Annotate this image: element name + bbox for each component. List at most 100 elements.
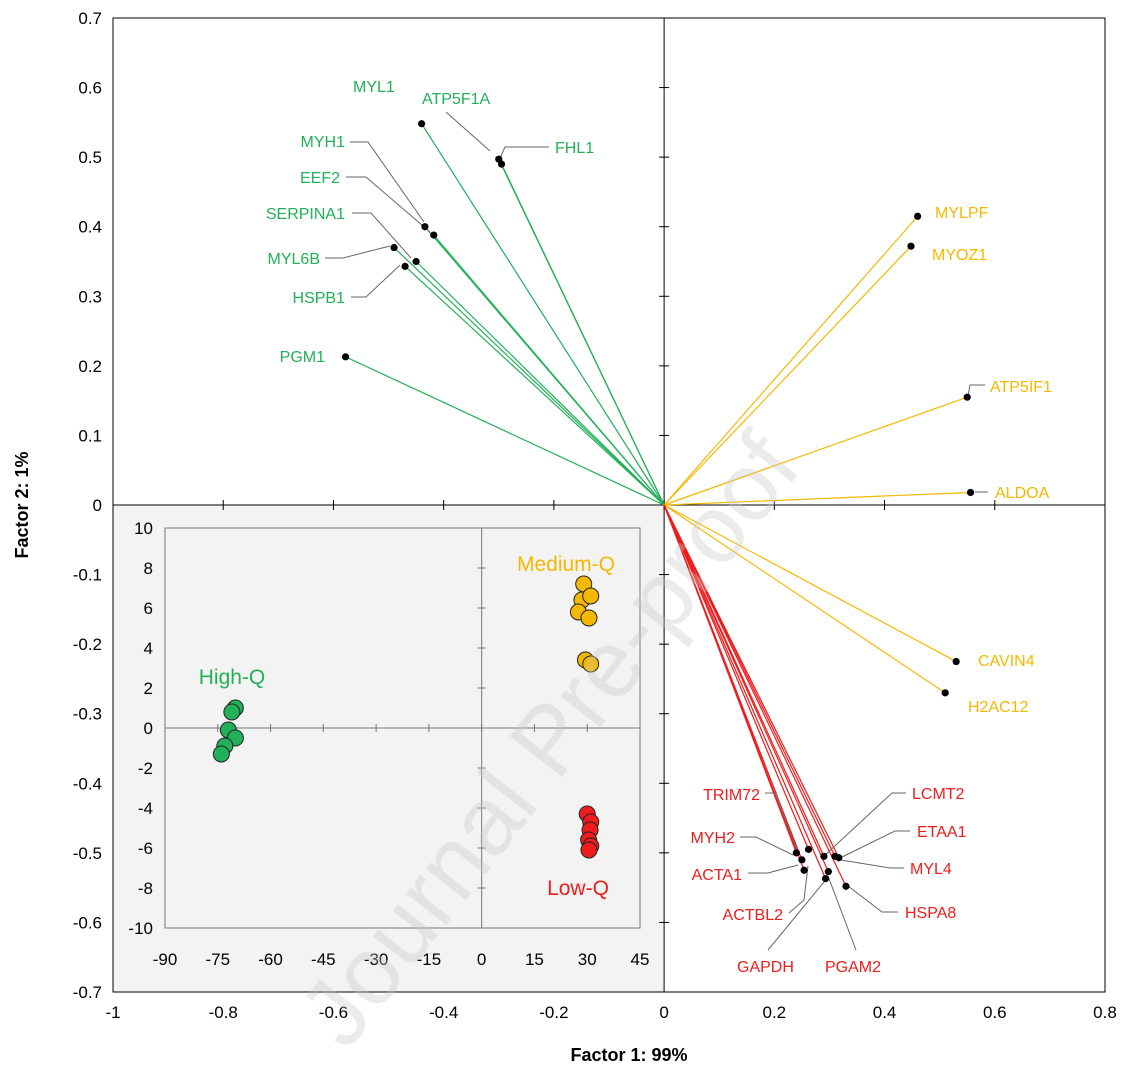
loading-vector-atp5if1 — [663, 396, 968, 506]
loading-vector-hspa8 — [663, 504, 847, 887]
leader-line-eef2 — [346, 176, 431, 233]
main-x-tick-label: 0.4 — [873, 1003, 897, 1022]
inset-y-tick-label: -4 — [138, 799, 153, 818]
loading-point-mylpf — [914, 212, 922, 220]
gene-label-myh1: MYH1 — [301, 134, 346, 151]
inset-group-label-low-q: Low-Q — [547, 877, 609, 900]
inset-y-tick-label: 8 — [144, 559, 153, 578]
inset-x-tick-label: -75 — [205, 950, 230, 969]
main-y-tick-label: 0.2 — [78, 357, 102, 376]
leader-line-gapdh — [767, 881, 825, 951]
main-y-tick-label: 0 — [93, 496, 102, 515]
loading-vector-cavin4 — [663, 504, 957, 663]
loading-point-myh1 — [421, 223, 429, 231]
main-axes — [112, 17, 1106, 993]
inset-y-tick-label: -10 — [128, 919, 153, 938]
gene-label-fhl1: FHL1 — [555, 140, 594, 157]
loading-point-myh2 — [798, 856, 806, 864]
leader-line-acta1 — [748, 864, 799, 874]
inset-y-tick-label: 10 — [134, 519, 153, 538]
leader-line-myh2 — [740, 836, 794, 856]
loading-point-aldoa — [966, 488, 975, 497]
gene-label-myh2: MYH2 — [691, 830, 736, 847]
leader-line-myh1 — [350, 141, 425, 223]
gene-label-h2ac12: H2AC12 — [968, 699, 1029, 716]
inset-axes — [164, 527, 641, 929]
loading-point-myl1 — [418, 120, 426, 128]
gene-label-acta1: ACTA1 — [692, 867, 742, 884]
inset-y-tick-label: 4 — [144, 639, 153, 658]
leader-line-pgam2 — [827, 875, 857, 951]
gene-label-trim72: TRIM72 — [703, 787, 760, 804]
loading-vector-actbl2 — [663, 504, 810, 850]
main-y-tick-label: -0.7 — [73, 983, 102, 1002]
loading-vector-gapdh — [663, 504, 827, 879]
gene-label-aldoa: ALDOA — [995, 485, 1050, 502]
gene-label-actbl2: ACTBL2 — [723, 907, 784, 924]
loading-point-fhl1 — [497, 160, 506, 168]
inset-x-tick-label: 45 — [631, 950, 650, 969]
loading-vector-aldoa — [664, 491, 971, 506]
leader-line-atp5if1 — [967, 384, 985, 397]
gene-label-mylpf: MYLPF — [935, 205, 989, 222]
inset-x-tick-label: -45 — [311, 950, 336, 969]
main-y-tick-label: 0.5 — [78, 148, 102, 167]
loading-point-pgm1 — [341, 353, 350, 361]
loading-point-myl6b — [390, 243, 398, 252]
gene-label-cavin4: CAVIN4 — [978, 653, 1035, 670]
main-x-tick-label: -0.4 — [429, 1003, 458, 1022]
leader-line-lcmt2 — [823, 792, 906, 857]
loading-vector-pgm1 — [345, 356, 665, 506]
inset-y-tick-label: -8 — [138, 879, 153, 898]
inset-y-tick-label: -2 — [138, 759, 153, 778]
inset-y-tick-label: 2 — [144, 679, 153, 698]
gene-label-atp5if1: ATP5IF1 — [990, 379, 1052, 396]
loading-vector-myoz1 — [663, 245, 912, 506]
main-y-tick-label: -0.1 — [73, 566, 102, 585]
gene-label-lcmt2: LCMT2 — [912, 786, 965, 803]
gene-labels: MYL1 ATP5F1A FHL1 MYH1 EEF2 SERPINA1 MYL6B HSPB… — [266, 79, 1052, 976]
main-x-tick-label: -0.8 — [209, 1003, 238, 1022]
leader-line-myl6b — [325, 245, 391, 259]
inset-x-tick-label: 15 — [525, 950, 544, 969]
main-tick-labels: -1 -0.8 -0.6 -0.4 -0.2 0 0.2 0.4 0.6 0.8 0.7 0.6 0.5… — [73, 9, 1117, 1022]
loading-vector-hspb1 — [404, 265, 665, 506]
loading-vector-myl4 — [663, 504, 840, 858]
main-y-tick-label: -0.4 — [73, 774, 102, 793]
gene-label-myoz1: MYOZ1 — [932, 247, 987, 264]
loading-vector-myl6b — [393, 247, 665, 506]
loading-point-myoz1 — [907, 242, 915, 250]
inset-x-tick-label: -60 — [258, 950, 283, 969]
main-y-tick-label: -0.2 — [73, 635, 102, 654]
main-y-tick-label: 0.4 — [78, 218, 102, 237]
inset-point-high-q-1 — [223, 703, 241, 721]
loading-point-actbl2 — [804, 845, 813, 853]
main-x-tick-label: -0.2 — [539, 1003, 568, 1022]
main-y-tick-label: 0.3 — [78, 287, 102, 306]
main-y-tick-label: 0.1 — [78, 426, 102, 445]
loading-point-cavin4 — [952, 657, 960, 666]
loading-point-lcmt2 — [820, 852, 828, 860]
inset-y-tick-label: -6 — [138, 839, 153, 858]
inset-background — [113, 505, 665, 992]
main-y-tick-label: -0.6 — [73, 913, 102, 932]
loading-vector-acta1 — [663, 504, 805, 871]
leader-line-actbl2 — [788, 865, 809, 914]
x-axis-title: Factor 1: 99% — [570, 1045, 687, 1065]
inset-point-medium-q-6 — [582, 655, 600, 673]
main-y-tick-label: -0.3 — [73, 705, 102, 724]
inset-group-label-high-q: High-Q — [199, 666, 266, 689]
inset-x-tick-label: -15 — [417, 950, 442, 969]
loading-point-hspb1 — [401, 262, 409, 270]
loading-vector-mylpf — [663, 215, 919, 506]
main-x-tick-label: 0.6 — [983, 1003, 1007, 1022]
main-x-tick-label: 0 — [659, 1003, 668, 1022]
loading-vector-lcmt2 — [663, 504, 825, 857]
loading-point-serpina1 — [412, 257, 420, 266]
gene-label-myl4: MYL4 — [910, 861, 952, 878]
loading-vector-eef2 — [433, 234, 665, 506]
gene-label-eef2: EEF2 — [300, 170, 340, 187]
loading-points — [341, 120, 975, 890]
loading-vectors — [345, 123, 971, 887]
